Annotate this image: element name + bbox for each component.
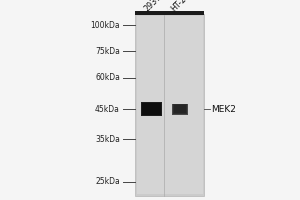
- Bar: [174, 105, 187, 113]
- Bar: [136, 16, 202, 194]
- Bar: [135, 14, 204, 196]
- Bar: [172, 104, 188, 114]
- Text: 25kDa: 25kDa: [95, 178, 120, 186]
- Text: HT-29: HT-29: [169, 0, 192, 13]
- Bar: [142, 103, 161, 115]
- Bar: [175, 106, 185, 112]
- Text: MEK2: MEK2: [212, 104, 236, 114]
- Text: 293T: 293T: [142, 0, 163, 13]
- Bar: [141, 102, 162, 116]
- Bar: [143, 103, 160, 115]
- Text: 60kDa: 60kDa: [95, 73, 120, 82]
- Bar: [145, 104, 158, 114]
- Bar: [175, 105, 186, 113]
- Bar: [146, 105, 158, 113]
- Text: 100kDa: 100kDa: [90, 21, 120, 29]
- Bar: [135, 11, 204, 15]
- Text: 35kDa: 35kDa: [95, 134, 120, 144]
- Bar: [173, 104, 188, 114]
- Text: 75kDa: 75kDa: [95, 46, 120, 55]
- Text: 45kDa: 45kDa: [95, 104, 120, 114]
- Bar: [144, 104, 159, 114]
